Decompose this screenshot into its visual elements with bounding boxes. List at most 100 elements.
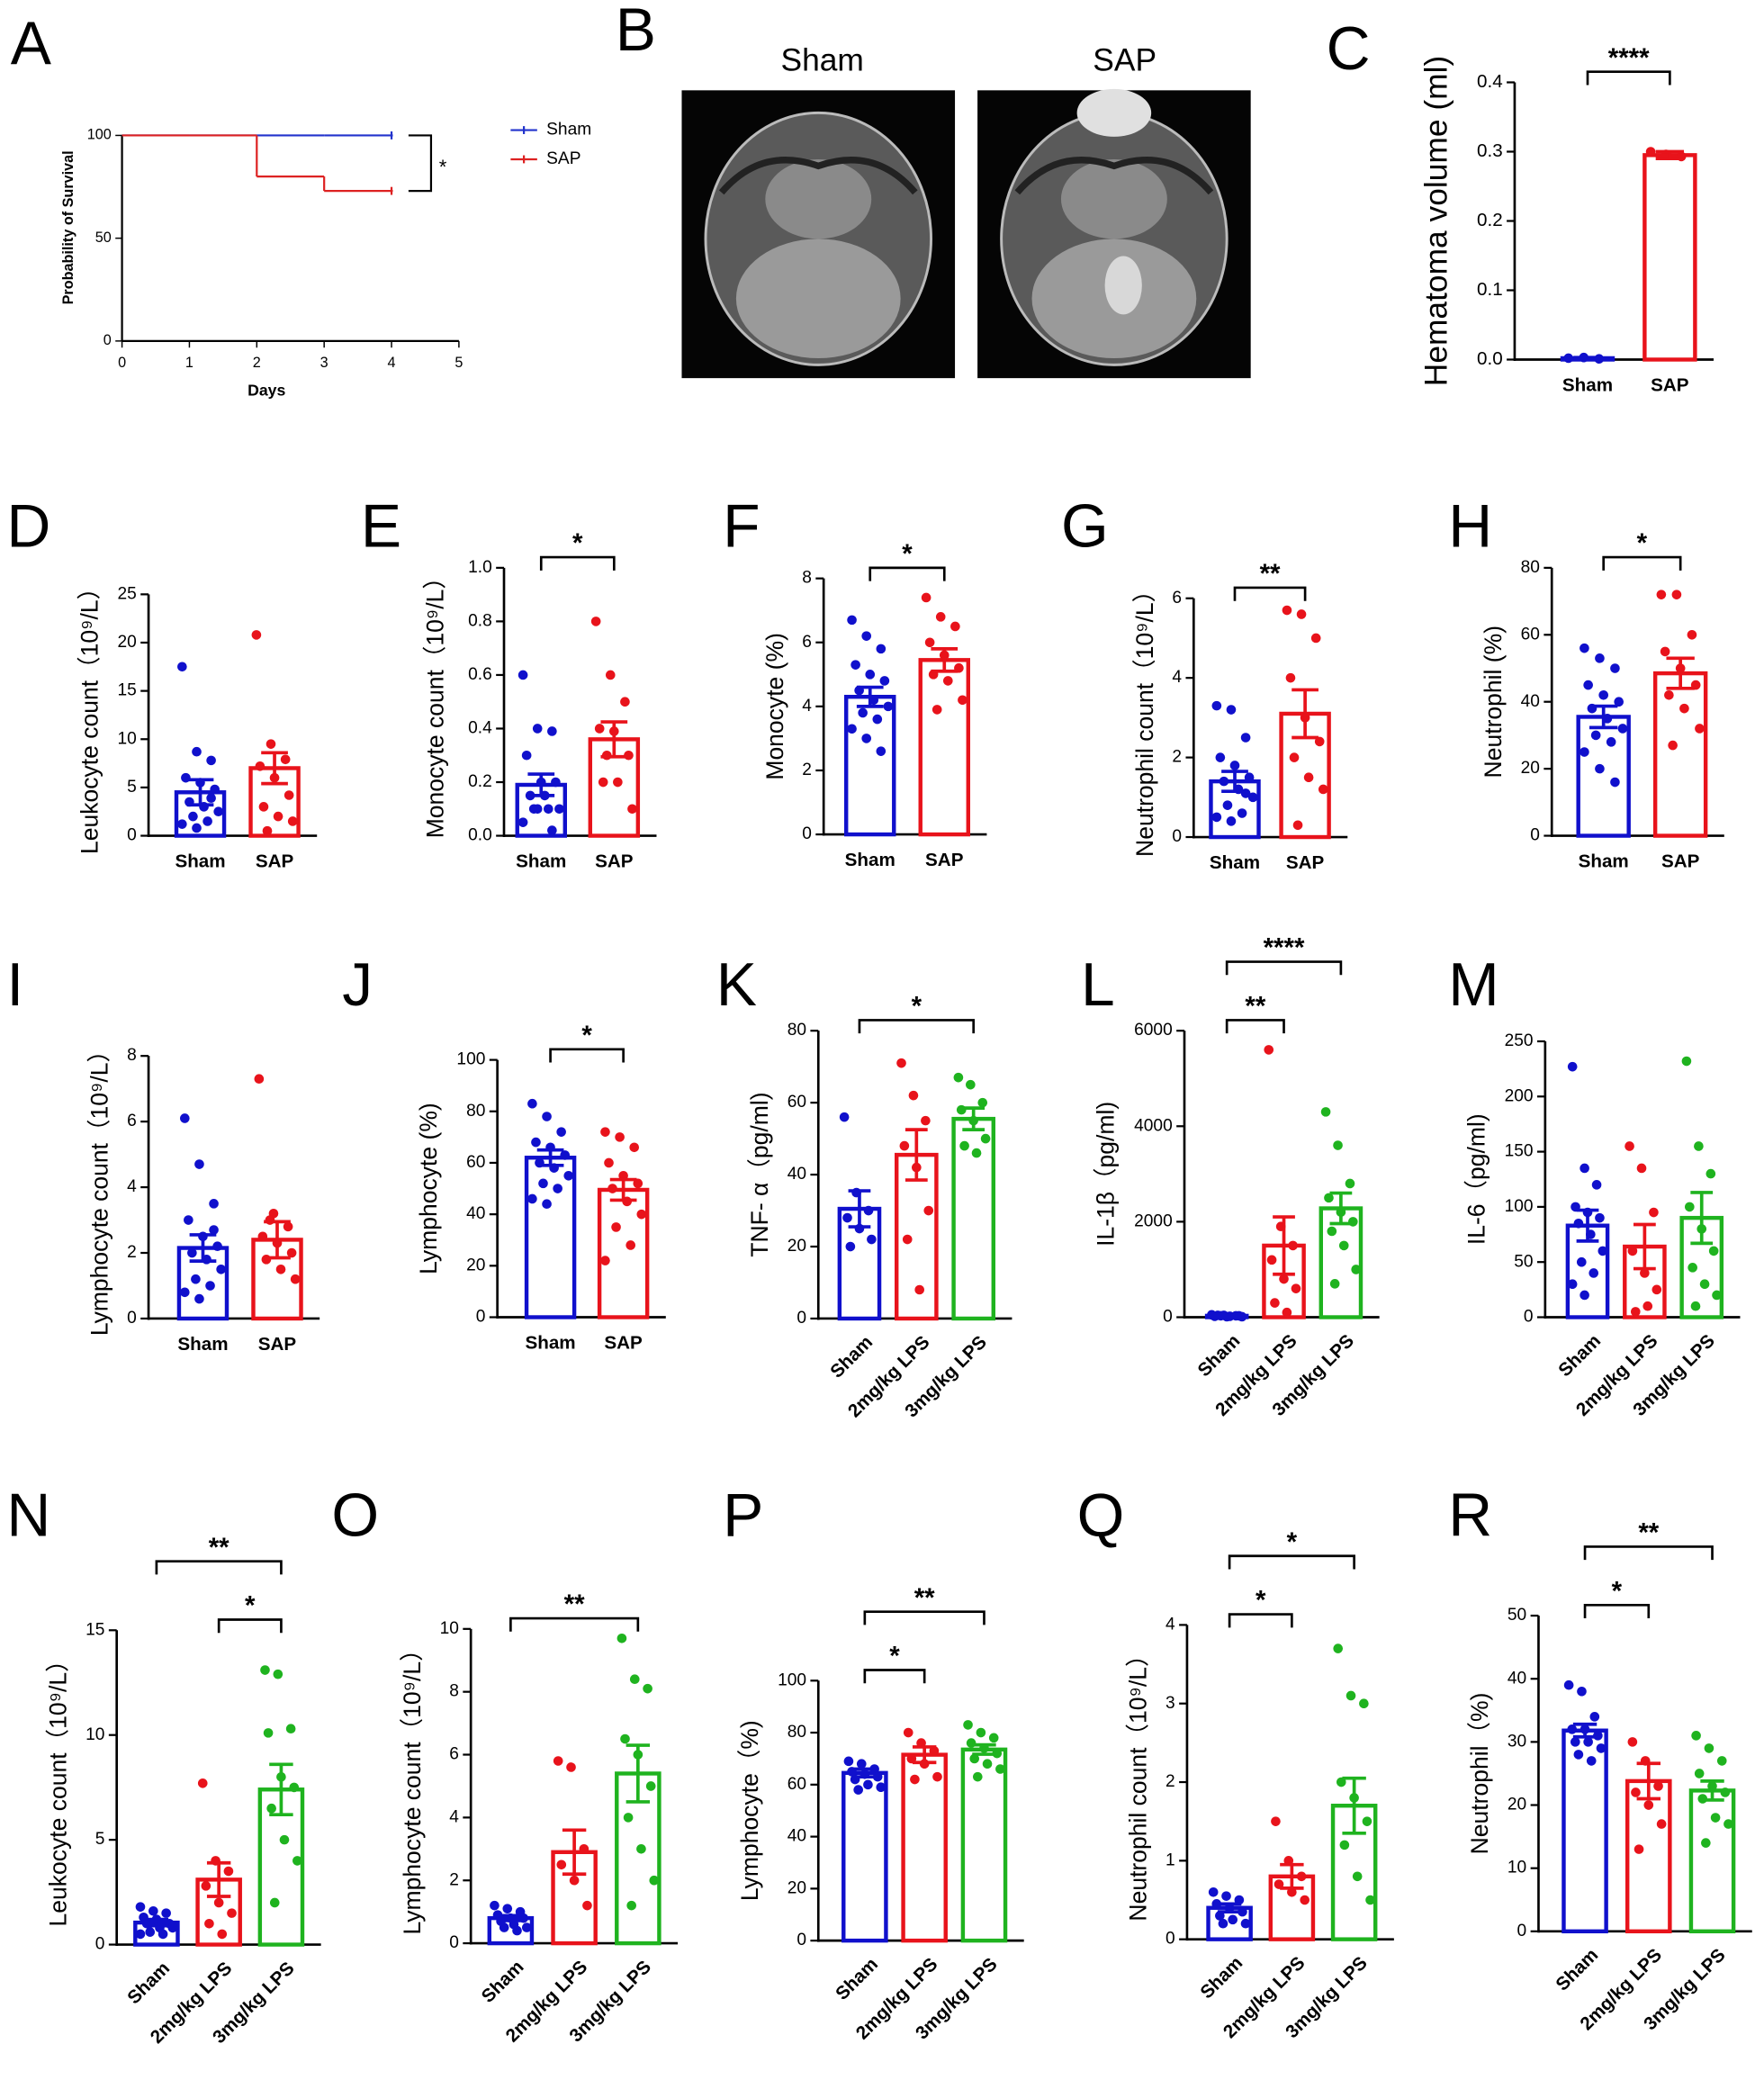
y-tick-label: 0 [476, 1308, 486, 1327]
y-tick-label: 80 [466, 1102, 485, 1121]
y-tick-label: 20 [466, 1256, 485, 1274]
data-point [1695, 724, 1705, 734]
data-point [532, 804, 543, 815]
data-point [1595, 763, 1605, 774]
data-point [1640, 1268, 1650, 1278]
data-point [847, 615, 857, 626]
panel-letter: H [1448, 492, 1492, 560]
error-bar [499, 1913, 523, 1922]
data-point [1671, 590, 1682, 599]
data-point [263, 1728, 274, 1738]
data-point [1684, 1202, 1695, 1212]
data-point [553, 1756, 563, 1766]
data-point [1598, 1246, 1608, 1256]
data-point [1642, 1301, 1653, 1311]
y-tick-label: 100 [87, 127, 112, 143]
significance-bracket [509, 1616, 640, 1632]
data-point [1333, 1140, 1343, 1150]
error-bar [527, 772, 555, 797]
significance-label: ** [914, 1583, 935, 1613]
data-point [908, 1090, 919, 1101]
data-point [1701, 1838, 1711, 1848]
data-point [1211, 700, 1222, 711]
data-point [518, 670, 528, 680]
y-tick-label: 4 [449, 1807, 459, 1826]
error-bar [1655, 149, 1685, 161]
y-axis-label: Hematoma volume (ml) [1419, 56, 1454, 386]
data-point [192, 823, 202, 833]
data-point [1271, 1816, 1281, 1826]
significance-bracket [549, 1048, 625, 1063]
data-point [604, 1157, 614, 1168]
y-tick-label: 8 [802, 569, 812, 588]
data-point [161, 1908, 171, 1918]
x-tick-label: Sham [845, 850, 896, 870]
data-point [645, 1781, 656, 1791]
y-axis-label: Leukocyte count（10⁹/L） [76, 576, 104, 854]
y-tick-label: 0.6 [468, 665, 492, 684]
data-point [582, 1900, 592, 1911]
y-tick-label: 50 [95, 230, 112, 246]
y-tick-label: 1.0 [468, 558, 492, 577]
data-point [1624, 1141, 1634, 1151]
y-tick-label: 0.8 [468, 611, 492, 630]
data-point [1285, 672, 1296, 683]
y-tick-label: 40 [788, 1165, 806, 1184]
data-point [1668, 740, 1678, 751]
data-point [275, 1264, 286, 1274]
y-tick-label: 0 [796, 1309, 806, 1328]
y-tick-label: 0.3 [1477, 140, 1503, 161]
significance-label: ** [564, 1589, 585, 1619]
y-tick-label: 20 [1508, 1796, 1526, 1814]
data-point [1229, 761, 1240, 770]
data-point [197, 1778, 208, 1788]
data-point [1222, 800, 1233, 810]
data-point [950, 621, 960, 632]
y-tick-label: 0 [127, 1309, 137, 1328]
y-tick-label: 40 [788, 1827, 806, 1846]
data-point [1591, 1180, 1602, 1190]
data-point [1681, 1056, 1692, 1067]
data-point [626, 1900, 636, 1911]
y-tick-label: 15 [117, 681, 136, 700]
data-point [518, 817, 528, 827]
y-tick-label: 0 [1530, 826, 1540, 845]
data-point [1687, 629, 1697, 640]
data-point [1359, 1698, 1369, 1709]
y-tick-label: 0 [1517, 1922, 1527, 1940]
data-point [1240, 733, 1251, 743]
y-tick-label: 3 [1166, 1694, 1175, 1713]
data-point [1237, 1311, 1247, 1322]
y-axis-label: Leukocyte count（10⁹/L） [44, 1648, 71, 1926]
data-point [569, 1875, 580, 1886]
x-tick-label: Sham [175, 851, 225, 871]
significance-bracket [1228, 1613, 1293, 1628]
y-tick-label: 4 [802, 697, 812, 716]
data-point [1338, 1240, 1349, 1251]
data-point [1226, 816, 1237, 826]
y-tick-label: 0 [449, 1933, 459, 1952]
y-tick-label: 100 [778, 1670, 806, 1689]
x-tick-label: SAP [595, 851, 634, 871]
error-bar [626, 1743, 651, 1804]
y-tick-label: 0 [127, 826, 137, 845]
significance-label: ** [209, 1533, 230, 1562]
significance-bracket [1586, 70, 1671, 86]
mri-image [681, 90, 956, 379]
x-tick-label: Sham [1210, 852, 1260, 873]
x-tick-label: SAP [1651, 374, 1689, 395]
data-point [629, 1142, 640, 1153]
significance-label: ** [1638, 1518, 1659, 1548]
data-point [553, 1184, 562, 1193]
data-point [542, 1199, 552, 1210]
y-tick-label: 6 [802, 633, 812, 652]
error-bar [1589, 704, 1618, 730]
mri-brainstem [1060, 158, 1167, 239]
panel-letter: J [342, 951, 373, 1019]
data-point [579, 1843, 590, 1854]
y-tick-label: 6 [449, 1745, 459, 1764]
data-point [863, 1205, 874, 1216]
data-point [1634, 1844, 1644, 1854]
data-point [145, 1927, 156, 1937]
